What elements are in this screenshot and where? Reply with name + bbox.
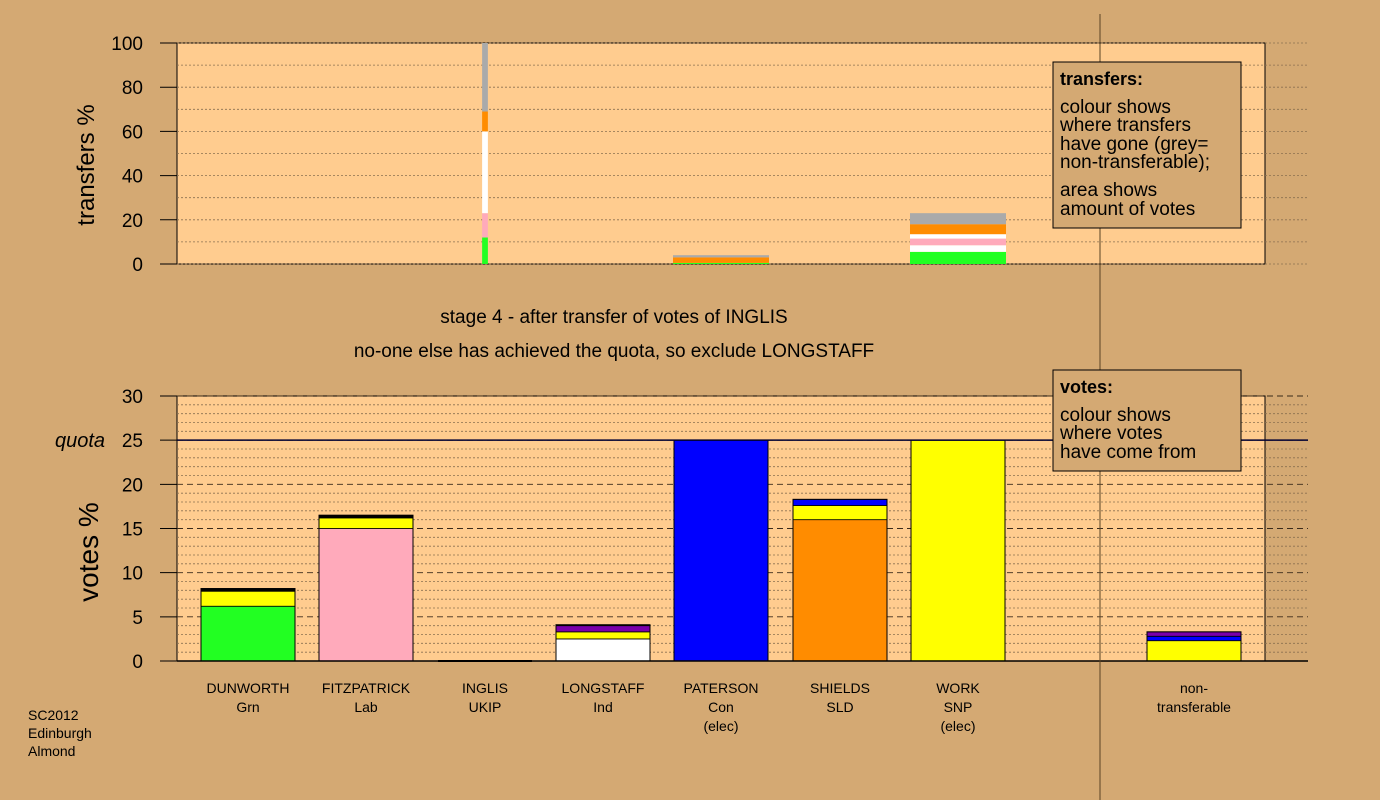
vote-segment: [200, 590, 296, 607]
transfers-tick-label: 0: [132, 255, 143, 276]
votes-legend-line: colour shows: [1060, 405, 1171, 426]
transfer-segment-inglis: [482, 213, 488, 238]
election-footnote: SC2012 Edinburgh Almond: [28, 706, 92, 760]
votes-legend: votes: colour shows where votes have com…: [1052, 369, 1242, 472]
candidate-name: FITZPATRICK: [322, 680, 411, 696]
candidate-status: (elec): [940, 718, 975, 734]
transfers-tick-label: 40: [122, 167, 143, 188]
candidate-party: UKIP: [469, 699, 502, 715]
transfers-tick-label: 100: [111, 34, 143, 55]
transfer-segment-work: [910, 238, 1006, 246]
votes-bars: [200, 439, 1242, 662]
candidate-name: WORK: [936, 680, 980, 696]
stage-title: stage 4 - after transfer of votes of ING…: [440, 307, 787, 328]
candidate-name: SHIELDS: [810, 680, 870, 696]
transfers-legend-line: area shows: [1060, 180, 1157, 201]
votes-tick-label: 30: [122, 387, 143, 408]
transfers-legend-line: amount of votes: [1060, 199, 1195, 220]
vote-segment: [318, 528, 414, 662]
vote-segment: [792, 519, 888, 662]
transfer-segment-work: [910, 251, 1006, 264]
candidate-party: SLD: [826, 699, 853, 715]
vote-segment: [555, 625, 651, 633]
transfer-segment-inglis: [482, 237, 488, 264]
vote-segment: [200, 605, 296, 662]
candidate-party: Grn: [236, 699, 259, 715]
transfers-bars: [482, 43, 1006, 264]
quota-label: quota: [55, 430, 105, 452]
votes-tick-label: 10: [122, 564, 143, 585]
transfer-segment-paterson: [673, 257, 769, 263]
footnote-line: Almond: [28, 743, 76, 759]
transfer-segment-inglis: [482, 111, 488, 132]
candidate-name: INGLIS: [462, 680, 508, 696]
transfers-y-axis-label: transfers %: [73, 104, 100, 225]
footnote-line: Edinburgh: [28, 725, 92, 741]
transfers-grid: [177, 42, 1308, 265]
votes-tick-label: 15: [122, 520, 143, 541]
votes-y-axis-label: votes %: [73, 502, 104, 602]
transfers-tick-label: 20: [122, 211, 143, 232]
footnote-line: SC2012: [28, 707, 79, 723]
votes-tick-label: 20: [122, 475, 143, 496]
votes-y-ticks: 0 5 10 15 20 25 30: [122, 387, 177, 673]
candidate-name: PATERSON: [684, 680, 759, 696]
transfer-segment-paterson: [673, 255, 769, 258]
transfers-legend-title: transfers:: [1060, 69, 1143, 89]
votes-tick-label: 5: [132, 608, 143, 629]
vote-segment: [1146, 635, 1242, 642]
candidate-party: transferable: [1157, 699, 1231, 715]
vote-segment: [555, 631, 651, 640]
transfers-y-ticks: 0 20 40 60 80 100: [111, 34, 177, 276]
transfer-segment-work: [910, 234, 1006, 239]
vote-segment: [555, 638, 651, 662]
vote-segment: [318, 517, 414, 529]
vote-segment: [1146, 631, 1242, 637]
candidate-status: (elec): [703, 718, 738, 734]
transfer-segment-inglis: [482, 43, 488, 112]
votes-legend-line: have come from: [1060, 442, 1196, 463]
transfers-tick-label: 80: [122, 78, 143, 99]
transfers-legend: transfers: colour shows where transfers …: [1052, 61, 1242, 229]
vote-segment: [792, 505, 888, 521]
transfer-segment-paterson: [673, 262, 769, 264]
vote-segment: [910, 439, 1006, 662]
candidate-party: Con: [708, 699, 734, 715]
transfer-segment-inglis: [482, 131, 488, 214]
transfers-legend-line: non-transferable);: [1060, 152, 1210, 173]
vote-segment: [792, 498, 888, 506]
candidate-labels: DUNWORTH Grn FITZPATRICK Lab INGLIS UKIP LONGS…: [207, 680, 1232, 734]
transfer-segment-work: [910, 213, 1006, 225]
candidate-party: Ind: [593, 699, 612, 715]
stage-subtitle: no-one else has achieved the quota, so e…: [354, 341, 874, 362]
votes-legend-box: [1052, 369, 1242, 472]
transfer-segment-work: [910, 245, 1006, 252]
candidate-party: SNP: [944, 699, 973, 715]
transfers-legend-line: have gone (grey=: [1060, 134, 1208, 155]
transfers-legend-line: where transfers: [1059, 115, 1191, 136]
transfer-segment-work: [910, 224, 1006, 235]
transfers-legend-box: [1052, 61, 1242, 229]
candidate-name: DUNWORTH: [207, 680, 290, 696]
candidate-party: Lab: [354, 699, 378, 715]
votes-legend-line: where votes: [1059, 423, 1162, 444]
transfers-legend-line: colour shows: [1060, 97, 1171, 118]
candidate-name: non-: [1180, 680, 1208, 696]
votes-tick-label: 25: [122, 431, 143, 452]
votes-legend-title: votes:: [1060, 377, 1113, 397]
votes-tick-label: 0: [132, 652, 143, 673]
transfers-tick-label: 60: [122, 122, 143, 143]
vote-segment: [1146, 640, 1242, 662]
candidate-name: LONGSTAFF: [562, 680, 645, 696]
vote-segment: [673, 439, 769, 662]
